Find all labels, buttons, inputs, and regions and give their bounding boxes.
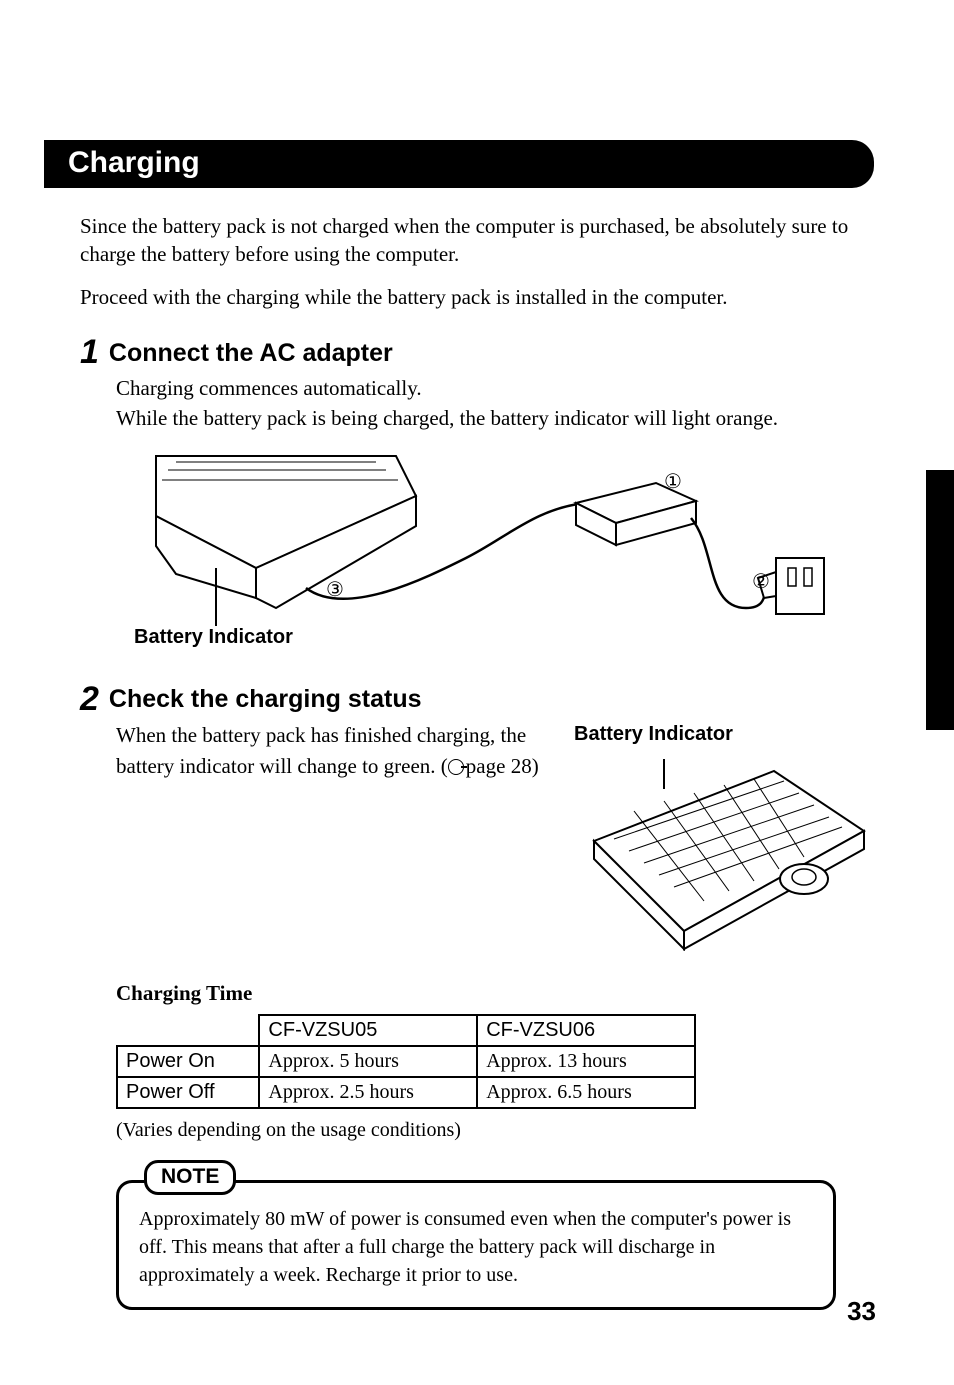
step-number: 1: [80, 335, 99, 369]
manual-page: Charging Since the battery pack is not c…: [0, 0, 954, 1370]
intro-paragraph: Proceed with the charging while the batt…: [80, 283, 874, 311]
step-1: 1 Connect the AC adapter Charging commen…: [80, 335, 874, 658]
page-number: 33: [847, 1296, 876, 1327]
section-heading: Charging: [44, 140, 874, 188]
keyboard-figure: Battery Indicator: [574, 720, 874, 959]
laptop-open-illustration: [574, 751, 874, 951]
intro-paragraph: Since the battery pack is not charged wh…: [80, 212, 874, 269]
table-row: CF-VZSU05 CF-VZSU06: [117, 1015, 695, 1046]
charging-time-table: CF-VZSU05 CF-VZSU06 Power On Approx. 5 h…: [116, 1014, 696, 1109]
step-number: 2: [80, 682, 99, 716]
table-row: Power Off Approx. 2.5 hours Approx. 6.5 …: [117, 1077, 695, 1108]
step-2: 2 Check the charging status When the bat…: [80, 682, 874, 1310]
page-ref-text: page 28): [466, 754, 539, 778]
step-text: When the battery pack has finished charg…: [116, 720, 554, 783]
note-box: NOTE Approximately 80 mW of power is con…: [116, 1180, 836, 1310]
table-cell: Approx. 2.5 hours: [259, 1077, 477, 1108]
table-cell: [117, 1015, 259, 1046]
table-cell: Approx. 6.5 hours: [477, 1077, 695, 1108]
step-title: Connect the AC adapter: [109, 340, 393, 370]
page-ref-icon: [448, 759, 464, 775]
table-cell: Approx. 13 hours: [477, 1046, 695, 1077]
table-cell: Approx. 5 hours: [259, 1046, 477, 1077]
table-row: Power On Approx. 5 hours Approx. 13 hour…: [117, 1046, 695, 1077]
note-label: NOTE: [144, 1160, 236, 1195]
note-text: Approximately 80 mW of power is consumed…: [116, 1180, 836, 1310]
callout-1: ①: [664, 471, 682, 493]
battery-indicator-label: Battery Indicator: [574, 720, 874, 749]
step-title: Check the charging status: [109, 686, 422, 716]
step-text: While the battery pack is being charged,…: [116, 403, 874, 433]
step-text: Charging commences automatically.: [116, 373, 874, 403]
step2-sentence: When the battery pack has finished charg…: [116, 723, 526, 779]
table-cell: Power Off: [117, 1077, 259, 1108]
table-cell: CF-VZSU06: [477, 1015, 695, 1046]
charging-time-heading: Charging Time: [116, 981, 874, 1006]
callout-3: ③: [326, 579, 344, 601]
table-cell: Power On: [117, 1046, 259, 1077]
callout-2: ②: [752, 571, 770, 593]
table-footnote: (Varies depending on the usage condition…: [116, 1119, 874, 1142]
intro-block: Since the battery pack is not charged wh…: [80, 212, 874, 311]
battery-indicator-label: Battery Indicator: [134, 626, 293, 649]
ac-adapter-figure: ① ② ③ Battery Indicator: [116, 448, 874, 658]
table-cell: CF-VZSU05: [259, 1015, 477, 1046]
